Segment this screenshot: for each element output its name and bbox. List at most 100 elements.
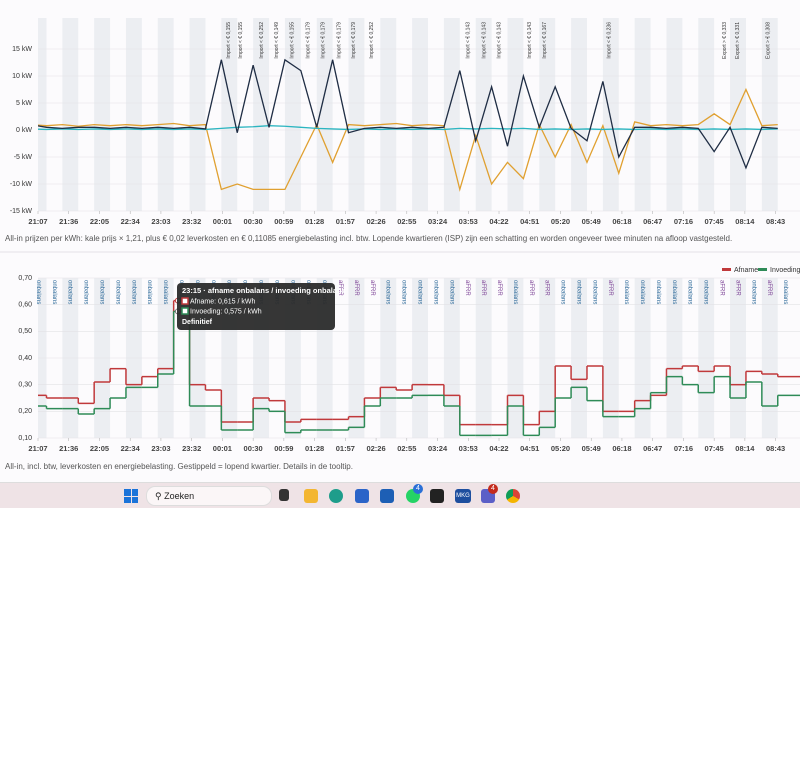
- x-tick-label: 07:45: [705, 217, 724, 226]
- annotation: Import < € 0,179: [320, 22, 326, 59]
- x-tick-label: 00:59: [274, 444, 293, 453]
- search-box[interactable]: ⚲ Zoeken: [146, 486, 272, 506]
- quarter-label: aFRR: [353, 280, 359, 296]
- x-tick-label: 04:22: [489, 217, 508, 226]
- annotation: Import < € 0,179: [336, 22, 342, 59]
- quarter-label: onbalans: [416, 280, 422, 304]
- app-icon[interactable]: [380, 489, 394, 503]
- legend-label: Invoeding: [770, 267, 800, 274]
- y-tick-label: -15 kW: [10, 208, 33, 215]
- caption: All-in prijzen per kWh: kale prijs × 1,2…: [5, 234, 732, 243]
- plot-area: [38, 277, 800, 439]
- x-tick-label: 23:03: [151, 217, 170, 226]
- power-line: [38, 125, 778, 131]
- x-tick-label: 08:14: [735, 217, 755, 226]
- x-tick-label: 23:03: [151, 444, 170, 453]
- x-tick-label: 22:05: [90, 217, 109, 226]
- x-tick-label: 22:34: [121, 444, 141, 453]
- tooltip-line: Invoeding: 0,575 / kWh: [190, 308, 262, 315]
- x-tick-label: 06:18: [612, 444, 631, 453]
- x-tick-label: 21:36: [59, 444, 78, 453]
- y-tick-label: 0,30: [18, 382, 32, 389]
- tooltip-footer: Definitief: [182, 319, 213, 326]
- tooltip: 23:15 · afname onbalans / invoeding onba…: [177, 283, 346, 330]
- app-icon[interactable]: [506, 489, 520, 503]
- taskbar: ⚲ Zoeken 4 MKG 4: [0, 482, 800, 508]
- legend-label: Afname: [734, 267, 758, 274]
- tooltip-swatch: [181, 297, 189, 305]
- time-band: [380, 18, 397, 211]
- x-tick-label: 22:34: [121, 217, 141, 226]
- annotation: Import < € 0,155: [290, 22, 296, 59]
- time-band: [539, 18, 556, 211]
- x-tick-label: 02:26: [366, 217, 385, 226]
- annotation: Import < € 0,149: [274, 22, 280, 59]
- quarter-label: onbalans: [67, 280, 73, 304]
- x-tick-label: 05:49: [582, 217, 601, 226]
- start-button[interactable]: [124, 489, 138, 503]
- charts: 15 kW 10 kW 5 kW 0 kW -5 kW -10 kW -15 kW 21:07…: [0, 18, 800, 472]
- caption: All-in, incl. btw, leverkosten en energi…: [5, 462, 353, 471]
- quarter-label: aFRR: [480, 280, 486, 296]
- quarter-label: onbalans: [750, 280, 756, 304]
- quarter-label: onbalans: [35, 280, 41, 304]
- quarter-label: aFRR: [464, 280, 470, 296]
- annotation: Import < € 0,155: [238, 22, 244, 59]
- quarter-label: onbalans: [703, 280, 709, 304]
- quarter-label: onbalans: [99, 280, 105, 304]
- time-band: [94, 18, 111, 211]
- time-band: [761, 18, 778, 211]
- app-icon[interactable]: [279, 489, 289, 501]
- quarter-label: onbalans: [655, 280, 661, 304]
- quarter-label: aFRR: [496, 280, 502, 296]
- x-tick-label: 08:43: [766, 444, 785, 453]
- app-icon[interactable]: [304, 489, 318, 503]
- time-band: [730, 18, 746, 211]
- time-band: [698, 18, 715, 211]
- x-tick-label: 02:55: [397, 444, 416, 453]
- x-tick-label: 05:20: [551, 217, 570, 226]
- x-tick-label: 07:16: [674, 217, 693, 226]
- app-icon[interactable]: MKG: [455, 489, 471, 503]
- quarter-label: onbalans: [162, 280, 168, 304]
- tooltip-line: Afname: 0,615 / kWh: [190, 298, 255, 305]
- x-tick-label: 03:53: [459, 217, 478, 226]
- y-tick-label: 0 kW: [16, 127, 32, 134]
- y-tick-label: -10 kW: [10, 181, 33, 188]
- annotation: Import < € 0,143: [527, 22, 533, 59]
- x-tick-label: 01:28: [305, 444, 324, 453]
- app-icon[interactable]: [430, 489, 444, 503]
- quarter-label: onbalans: [560, 280, 566, 304]
- legend-swatch: [722, 268, 731, 271]
- quarter-label: aFRR: [766, 280, 772, 296]
- annotation: Import < € 0,179: [351, 22, 357, 59]
- time-band: [443, 18, 460, 211]
- x-tick-label: 04:22: [489, 444, 508, 453]
- time-band: [666, 18, 683, 211]
- x-tick-label: 02:55: [397, 217, 416, 226]
- annotation: Import < € 0,252: [259, 22, 265, 59]
- x-tick-label: 01:57: [336, 444, 355, 453]
- x-tick-label: 01:28: [305, 217, 324, 226]
- time-band: [634, 18, 651, 211]
- quarter-label: aFRR: [607, 280, 613, 296]
- y-tick-label: 0,50: [18, 328, 32, 335]
- x-tick-label: 23:32: [182, 217, 201, 226]
- app-icon[interactable]: [329, 489, 343, 503]
- x-tick-label: 03:53: [459, 444, 478, 453]
- x-tick-label: 01:57: [336, 217, 355, 226]
- annotation: Import < € 0,143: [496, 22, 502, 59]
- app-icon[interactable]: [355, 489, 369, 503]
- time-band: [284, 18, 301, 211]
- time-band: [253, 18, 270, 211]
- annotation: Import < € 0,252: [369, 22, 375, 59]
- x-tick-label: 00:59: [274, 217, 293, 226]
- power-line: [38, 87, 778, 192]
- quarter-label: onbalans: [591, 280, 597, 304]
- quarter-label: onbalans: [432, 280, 438, 304]
- time-band: [62, 18, 79, 211]
- x-tick-label: 06:18: [612, 217, 631, 226]
- quarter-label: aFRR: [337, 280, 343, 296]
- annotation: Import < € 0,155: [226, 22, 232, 59]
- x-tick-label: 00:01: [213, 217, 232, 226]
